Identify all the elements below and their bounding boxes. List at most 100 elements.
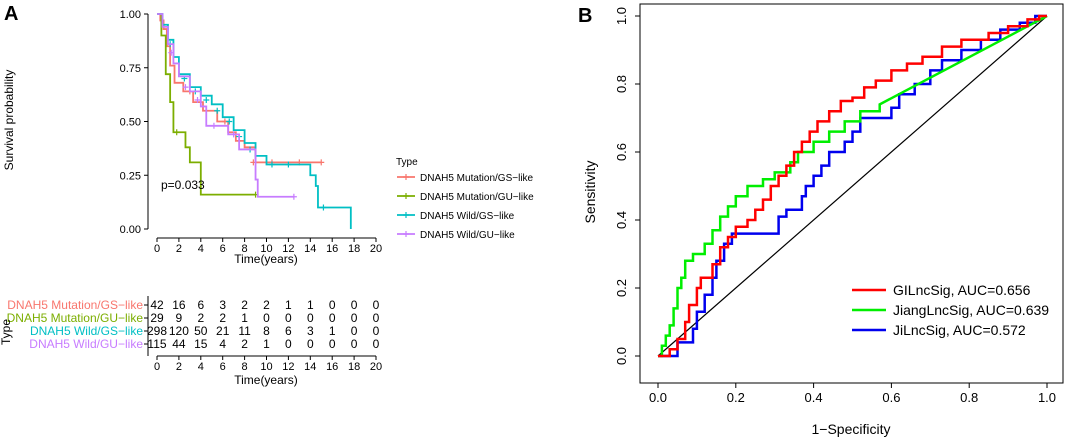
risk-cell: 2 xyxy=(197,311,204,325)
km-y-tick-label: 0.50 xyxy=(120,117,141,129)
roc-y-tick-label: 0.0 xyxy=(614,347,629,365)
roc-legend: GILncSig, AUC=0.656 JiangLncSig, AUC=0.63… xyxy=(842,276,1056,362)
risk-cell: 0 xyxy=(373,337,380,351)
panel-label-b: B xyxy=(578,5,592,27)
risk-y-label: Type xyxy=(0,319,13,345)
roc-x-label: 1−Specificity xyxy=(812,421,891,437)
risk-x-tick-label: 16 xyxy=(326,361,338,373)
risk-cell: 29 xyxy=(150,311,164,325)
km-legend-censor xyxy=(403,174,409,180)
roc-y-tick-label: 0.6 xyxy=(614,143,629,161)
risk-cell: 0 xyxy=(307,311,314,325)
km-y-tick-label: 1.00 xyxy=(120,9,141,21)
km-x-tick-label: 16 xyxy=(326,243,338,255)
censor-mark xyxy=(230,131,237,138)
risk-row-label: DNAH5 Mutation/GU−like xyxy=(7,311,144,325)
risk-cell: 0 xyxy=(329,311,336,325)
km-curve-0 xyxy=(157,13,322,164)
risk-x-tick-label: 12 xyxy=(282,361,294,373)
risk-cell: 50 xyxy=(194,324,208,338)
roc-legend-label: JiLncSig, AUC=0.572 xyxy=(893,322,1026,338)
risk-cell: 1 xyxy=(263,337,270,351)
roc-curve-0 xyxy=(658,14,1047,358)
censor-mark xyxy=(214,107,221,114)
risk-cell: 15 xyxy=(194,337,208,351)
km-legend-censor xyxy=(403,193,409,199)
risk-cell: 0 xyxy=(307,337,314,351)
roc-y-tick-label: 0.4 xyxy=(614,211,629,229)
km-legend-label: DNAH5 Mutation/GU−like xyxy=(420,192,534,203)
risk-cell: 16 xyxy=(172,298,186,312)
censor-mark xyxy=(318,159,325,166)
risk-cell: 3 xyxy=(219,298,226,312)
risk-cell: 0 xyxy=(351,311,358,325)
risk-x-tick-label: 18 xyxy=(348,361,360,373)
risk-row-label: DNAH5 Mutation/GS−like xyxy=(7,298,143,312)
censor-mark xyxy=(173,129,180,136)
risk-cell: 0 xyxy=(373,324,380,338)
km-y-tick-label: 0.00 xyxy=(120,224,141,236)
risk-cell: 0 xyxy=(351,337,358,351)
risk-row-label: DNAH5 Wild/GS−like xyxy=(30,324,143,338)
km-legend-censor xyxy=(403,212,409,218)
diagonal-reference-line xyxy=(657,15,1048,357)
censor-mark xyxy=(268,161,275,168)
risk-cell: 2 xyxy=(263,298,270,312)
risk-x-tick-label: 6 xyxy=(220,361,226,373)
risk-cell: 11 xyxy=(238,324,251,338)
km-legend: Type DNAH5 Mutation/GS−like DNAH5 Mutatio… xyxy=(396,157,534,241)
risk-cell: 6 xyxy=(197,298,204,312)
roc-x-tick-label: 0.0 xyxy=(649,390,667,405)
risk-cell: 1 xyxy=(307,298,314,312)
km-x-tick-label: 2 xyxy=(176,243,182,255)
censor-mark xyxy=(210,122,217,129)
km-x-tick-label: 6 xyxy=(220,243,226,255)
risk-cell: 6 xyxy=(285,324,292,338)
km-y-tick-label: 0.25 xyxy=(120,170,141,182)
censor-mark xyxy=(203,97,210,103)
km-legend-label: DNAH5 Mutation/GS−like xyxy=(420,173,534,184)
risk-x-tick-label: 0 xyxy=(154,361,160,373)
roc-x-tick-label: 0.4 xyxy=(805,390,823,405)
roc-plot: 0.0 0.2 0.4 0.6 0.8 1.0 0.0 0.2 0.4 0.6 0.8 1.0 1−… xyxy=(582,3,1064,437)
risk-cell: 44 xyxy=(172,337,186,351)
risk-cell: 0 xyxy=(373,298,380,312)
km-y-label: Survival probability xyxy=(2,70,16,171)
km-x-tick-label: 4 xyxy=(198,243,204,255)
risk-cell: 3 xyxy=(307,324,314,338)
risk-x-tick-label: 2 xyxy=(176,361,182,373)
roc-x-tick-label: 0.6 xyxy=(882,390,900,405)
risk-cell: 2 xyxy=(241,337,248,351)
risk-cell: 0 xyxy=(329,298,336,312)
km-curve-3 xyxy=(157,13,294,198)
risk-cell: 0 xyxy=(373,311,380,325)
risk-row-label: DNAH5 Wild/GU−like xyxy=(29,337,143,351)
km-curve-1 xyxy=(157,13,256,196)
risk-cell: 0 xyxy=(351,298,358,312)
risk-cell: 0 xyxy=(285,311,292,325)
risk-x-tick-label: 14 xyxy=(304,361,316,373)
risk-x-tick-label: 8 xyxy=(242,361,248,373)
roc-curve-1 xyxy=(658,14,1048,358)
roc-legend-label: JiangLncSig, AUC=0.639 xyxy=(893,302,1049,318)
risk-cell: 0 xyxy=(329,337,336,351)
km-x-tick-label: 12 xyxy=(282,243,294,255)
km-x-tick-label: 8 xyxy=(242,243,248,255)
risk-cell: 2 xyxy=(219,311,226,325)
risk-cell: 0 xyxy=(351,324,358,338)
panel-label-a: A xyxy=(4,3,18,25)
risk-cell: 0 xyxy=(263,311,270,325)
km-x-tick-label: 20 xyxy=(370,243,382,255)
roc-x-tick-label: 0.2 xyxy=(727,390,745,405)
km-x-tick-label: 0 xyxy=(154,243,160,255)
risk-cell: 1 xyxy=(241,311,248,325)
risk-cell: 4 xyxy=(219,337,226,351)
censor-mark xyxy=(194,97,201,103)
roc-y-tick-label: 0.2 xyxy=(614,279,629,297)
roc-legend-label: GILncSig, AUC=0.656 xyxy=(893,282,1031,298)
risk-cell: 1 xyxy=(285,298,292,312)
km-y-tick-label: 0.75 xyxy=(120,63,141,75)
roc-y-label: Sensitivity xyxy=(582,160,598,223)
censor-mark xyxy=(285,161,292,168)
